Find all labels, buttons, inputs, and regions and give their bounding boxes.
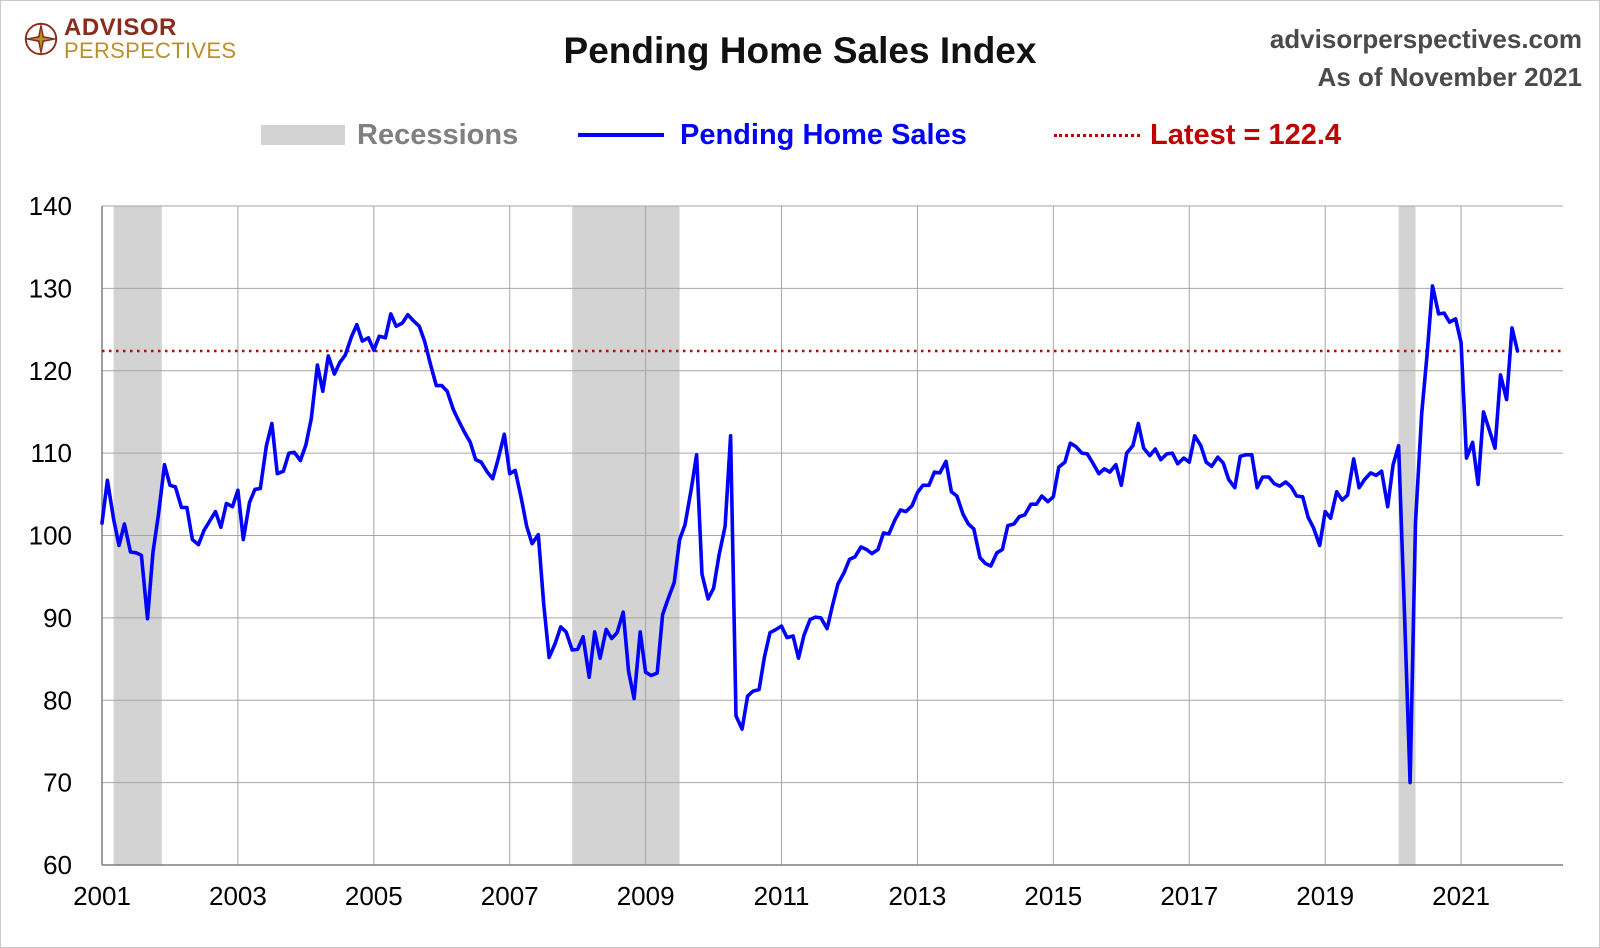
- compass-rose-icon: [23, 21, 59, 57]
- y-tick-label-100: 100: [29, 521, 72, 551]
- x-tick-label-2015: 2015: [1024, 881, 1082, 911]
- y-axis-tick-labels: 60 70 80 90 100 110 120 130 140: [29, 191, 72, 880]
- y-tick-label-90: 90: [43, 603, 72, 633]
- y-tick-label-130: 130: [29, 273, 72, 303]
- x-tick-label-2005: 2005: [345, 881, 403, 911]
- advisor-perspectives-logo: ADVISOR PERSPECTIVES: [22, 16, 236, 62]
- y-tick-label-70: 70: [43, 768, 72, 798]
- x-tick-label-2007: 2007: [481, 881, 539, 911]
- legend-label-latest: Latest = 122.4: [1150, 118, 1342, 151]
- legend-swatch-series: [578, 133, 664, 137]
- x-tick-label-2019: 2019: [1296, 881, 1354, 911]
- x-tick-label-2001: 2001: [73, 881, 131, 911]
- legend-swatch-recessions: [261, 125, 345, 145]
- legend-item-latest: Latest = 122.4: [1054, 115, 1341, 155]
- x-tick-label-2011: 2011: [754, 881, 810, 911]
- logo-text-perspectives: PERSPECTIVES: [64, 38, 237, 63]
- legend-item-series: Pending Home Sales: [578, 115, 967, 155]
- x-tick-label-2021: 2021: [1432, 881, 1490, 911]
- chart-title: Pending Home Sales Index: [563, 30, 1037, 71]
- chart-legend: Recessions Pending Home Sales Latest = 1…: [0, 115, 1600, 155]
- axes: [101, 206, 1563, 866]
- x-tick-label-2003: 2003: [209, 881, 267, 911]
- y-tick-label-140: 140: [29, 191, 72, 221]
- legend-label-recessions: Recessions: [357, 118, 519, 151]
- source-block: advisorperspectives.com As of November 2…: [1270, 20, 1582, 96]
- legend-swatch-latest: [1054, 133, 1140, 137]
- source-site: advisorperspectives.com: [1269, 24, 1582, 54]
- y-tick-label-120: 120: [29, 356, 72, 386]
- x-tick-label-2013: 2013: [889, 881, 947, 911]
- x-tick-label-2009: 2009: [617, 881, 675, 911]
- x-tick-label-2017: 2017: [1160, 881, 1218, 911]
- y-tick-label-110: 110: [31, 438, 72, 468]
- y-tick-label-60: 60: [43, 850, 72, 880]
- legend-label-series: Pending Home Sales: [680, 118, 967, 151]
- series-line-pending-home-sales: [100, 284, 1520, 785]
- y-tick-label-80: 80: [43, 685, 72, 715]
- legend-item-recessions: Recessions: [261, 115, 518, 155]
- logo-text-advisor: ADVISOR: [64, 14, 177, 41]
- as-of-date: As of November 2021: [1317, 62, 1582, 92]
- x-axis-tick-labels: 2001 2003 2005 2007 2009 2011 2013 2015 2017 2019…: [73, 881, 1490, 911]
- gridlines: [101, 205, 1563, 866]
